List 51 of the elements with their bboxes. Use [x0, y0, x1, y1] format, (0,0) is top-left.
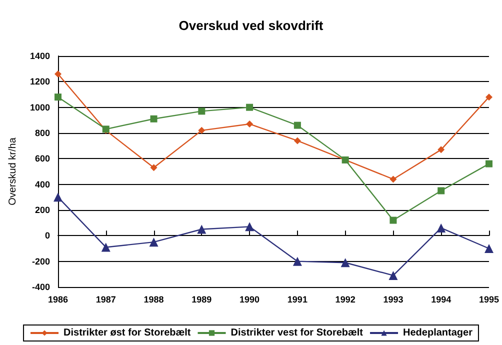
point	[388, 270, 398, 280]
x-tick-label: 1991	[287, 294, 308, 304]
legend-label: Hedeplantager	[403, 328, 473, 338]
point	[150, 115, 158, 122]
point	[390, 176, 397, 183]
point	[245, 222, 254, 232]
point	[292, 256, 302, 266]
point	[246, 104, 254, 111]
x-tick-label: 1995	[478, 294, 500, 304]
point	[149, 238, 158, 247]
x-tick-label: 1993	[383, 294, 404, 304]
legend-label: Distrikter vest for Storebælt	[230, 328, 364, 338]
x-tick-label: 1986	[48, 294, 68, 304]
point	[246, 120, 254, 128]
chart-title: Overskud ved skovdrift	[178, 18, 324, 33]
y-tick-label: 400	[34, 179, 50, 190]
point	[294, 122, 301, 129]
point	[436, 223, 446, 232]
point	[197, 224, 206, 234]
point	[485, 94, 492, 101]
point	[340, 258, 350, 268]
legend-label: Distrikter øst for Storebælt	[64, 328, 192, 338]
point	[390, 216, 397, 224]
point	[484, 244, 494, 253]
y-tick-label: 200	[34, 205, 50, 215]
point	[294, 137, 301, 144]
point	[54, 70, 62, 78]
x-tick-label: 1992	[335, 294, 356, 304]
x-tick-label: 1989	[192, 294, 212, 304]
x-tick-label: 1987	[96, 294, 116, 304]
y-axis-title: Overskud kr/ha	[8, 137, 18, 206]
point	[438, 187, 445, 194]
point	[54, 192, 62, 202]
y-tick-label: -200	[32, 256, 50, 266]
point	[198, 126, 206, 134]
y-tick-label: 1400	[30, 51, 50, 61]
y-tick-label: -400	[32, 282, 50, 292]
y-tick-label: 1200	[30, 76, 50, 87]
point	[198, 108, 206, 115]
x-tick-label: 1994	[431, 294, 452, 304]
point	[438, 146, 445, 154]
y-tick-label: 600	[34, 154, 50, 164]
x-tick-label: 1988	[144, 294, 164, 304]
point	[485, 160, 492, 168]
x-tick-label: 1990	[240, 294, 260, 304]
point	[150, 164, 158, 172]
y-tick-label: 1000	[30, 102, 50, 112]
point	[101, 242, 110, 252]
point	[54, 94, 62, 101]
y-tick-label: 800	[34, 128, 50, 138]
y-tick-label: 0	[44, 230, 50, 241]
